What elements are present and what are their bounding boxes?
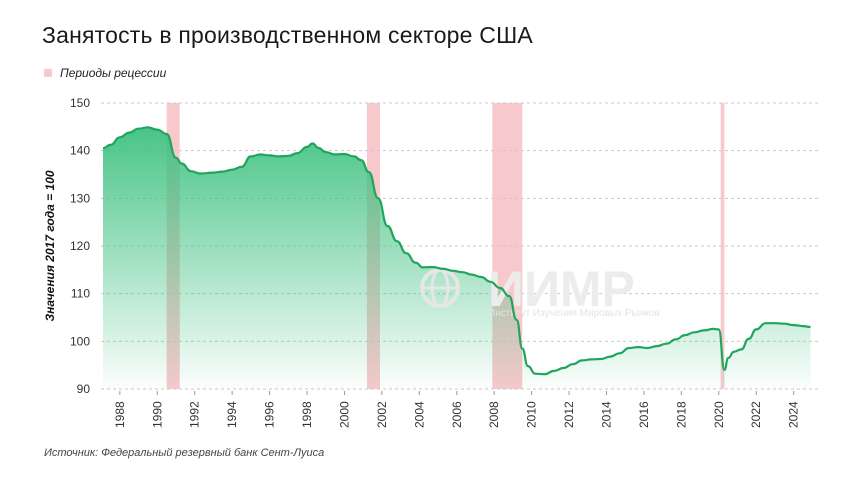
y-tick-label: 120 xyxy=(70,239,90,253)
x-tick-label: 2014 xyxy=(599,401,613,428)
x-tick-label: 2006 xyxy=(450,401,464,428)
y-tick-label: 100 xyxy=(70,334,90,348)
legend-label: Периоды рецессии xyxy=(60,66,167,80)
x-tick-label: 1992 xyxy=(188,401,202,428)
y-tick-label: 140 xyxy=(70,144,90,158)
x-tick-label: 1988 xyxy=(113,401,127,428)
x-tick-label: 2018 xyxy=(674,401,688,428)
x-tick-label: 2020 xyxy=(712,401,726,428)
x-tick-label: 1998 xyxy=(300,401,314,428)
x-tick-label: 2004 xyxy=(412,401,426,428)
x-tick-label: 1996 xyxy=(263,401,277,428)
chart-title: Занятость в производственном секторе США xyxy=(42,22,533,48)
y-tick-label: 130 xyxy=(70,191,90,205)
y-axis-label: Значения 2017 года = 100 xyxy=(43,170,57,321)
x-tick-label: 2002 xyxy=(375,401,389,428)
series-line xyxy=(102,126,811,376)
source-note: Источник: Федеральный резервный банк Сен… xyxy=(44,447,325,459)
y-tick-label: 110 xyxy=(71,287,90,301)
watermark-subtext: Институт Изучения Мировых Рынков xyxy=(488,308,660,319)
x-tick-label: 2024 xyxy=(787,401,801,428)
y-tick-label: 90 xyxy=(77,382,91,396)
recession-swatch xyxy=(44,69,52,77)
recession-band xyxy=(720,103,725,389)
globe-icon xyxy=(420,268,460,308)
y-tick-label: 150 xyxy=(70,96,90,110)
x-tick-label: 1994 xyxy=(225,401,239,428)
x-tick-label: 2008 xyxy=(487,401,501,428)
x-tick-label: 2016 xyxy=(637,401,651,428)
x-tick-label: 1990 xyxy=(150,401,164,428)
area-fill xyxy=(103,127,811,390)
x-tick-label: 2000 xyxy=(337,401,351,428)
y-axis-ticks: 90 100 110 120 130 140 150 xyxy=(70,96,90,396)
x-tick-label: 2022 xyxy=(749,401,763,428)
x-tick-label: 2010 xyxy=(525,401,539,428)
legend: Периоды рецессии xyxy=(44,66,166,80)
x-axis-ticks: 1988 1990 1992 1994 1996 1998 2000 2002 2004 2006… xyxy=(113,391,801,428)
x-tick-label: 2012 xyxy=(562,401,576,428)
